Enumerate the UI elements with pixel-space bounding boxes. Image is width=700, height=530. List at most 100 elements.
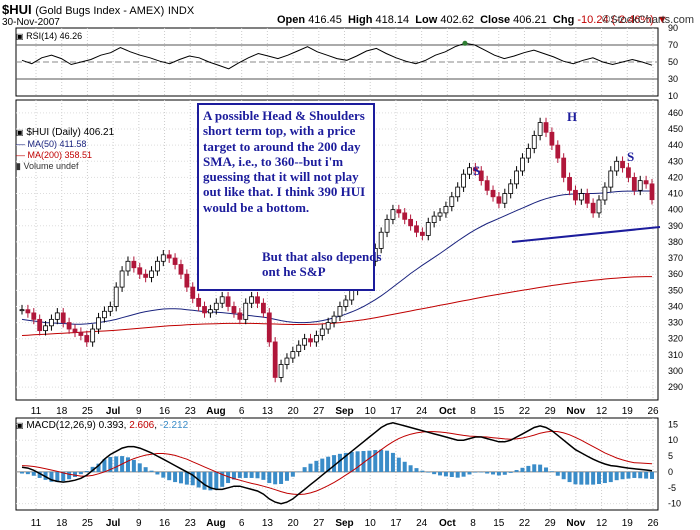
x-tick-label: 26 xyxy=(647,518,659,529)
ma50-legend: — MA(50) 411.58 xyxy=(16,139,87,149)
macd-histogram-bar xyxy=(520,467,525,472)
x-tick-label: 16 xyxy=(159,518,171,529)
macd-histogram-bar xyxy=(220,471,225,487)
candle-up xyxy=(425,222,431,236)
candle-down xyxy=(643,180,649,185)
candle-up xyxy=(537,122,543,136)
x-tick-label: 23 xyxy=(185,518,197,529)
candle-up xyxy=(449,196,455,207)
candle-up xyxy=(614,160,620,172)
macd-histogram-bar xyxy=(597,471,602,484)
macd-histogram-bar xyxy=(402,461,407,472)
macd-histogram-bar xyxy=(473,471,478,473)
rsi-tick-label: 90 xyxy=(668,23,678,33)
macd-histogram-bar xyxy=(538,464,543,472)
candle-up xyxy=(278,364,284,378)
x-tick-label: Aug xyxy=(206,518,225,529)
macd-histogram-bar xyxy=(125,457,130,472)
macd-histogram-bar xyxy=(214,471,219,490)
macd-histogram-bar xyxy=(173,471,178,483)
macd-histogram-bar xyxy=(367,450,372,472)
candle-down xyxy=(555,144,561,159)
candle-down xyxy=(396,209,402,214)
x-tick-label: 22 xyxy=(519,406,531,417)
macd-histogram-bar xyxy=(555,471,560,476)
candle-up xyxy=(596,199,602,214)
macd-histogram-bar xyxy=(131,459,136,472)
candle-down xyxy=(649,183,655,201)
candle-down xyxy=(549,131,555,146)
candle-up xyxy=(443,206,449,214)
macd-histogram-bar xyxy=(249,471,254,478)
macd-histogram-bar xyxy=(544,467,549,472)
macd-histogram-bar xyxy=(491,471,496,475)
rsi-tick-label: 50 xyxy=(668,57,678,67)
price-tick-label: 300 xyxy=(668,366,683,376)
price-tick-label: 310 xyxy=(668,350,683,360)
candle-down xyxy=(472,167,478,172)
candle-up xyxy=(514,170,519,185)
candle-up xyxy=(219,296,225,304)
rsi-line xyxy=(21,42,653,70)
x-tick-label: 25 xyxy=(82,406,94,417)
candle-down xyxy=(567,177,572,191)
candle-down xyxy=(272,341,278,378)
macd-histogram-bar xyxy=(579,471,584,485)
candle-down xyxy=(237,312,243,320)
volume-legend: ▮ Volume undef xyxy=(16,161,79,171)
candle-up xyxy=(578,193,584,201)
macd-histogram-bar xyxy=(591,471,596,485)
x-tick-label: Jul xyxy=(106,406,121,417)
candle-down xyxy=(31,312,37,320)
price-tick-label: 450 xyxy=(668,124,683,134)
price-tick-label: 400 xyxy=(668,205,683,215)
candle-up xyxy=(102,310,107,319)
x-tick-label: Oct xyxy=(439,518,456,529)
macd-histogram-bar xyxy=(644,471,649,479)
macd-histogram-bar xyxy=(161,471,166,478)
macd-histogram-bar xyxy=(420,470,425,472)
candle-up xyxy=(390,209,396,220)
x-tick-label: 9 xyxy=(136,406,142,417)
candle-down xyxy=(484,180,490,191)
candle-down xyxy=(225,296,231,307)
candle-up xyxy=(437,212,443,217)
macd-histogram-bar xyxy=(343,452,348,472)
macd-histogram-bar xyxy=(438,471,443,476)
candle-down xyxy=(266,312,272,343)
x-tick-label: 13 xyxy=(262,518,274,529)
macd-tick-label: 15 xyxy=(668,419,678,429)
macd-histogram-bar xyxy=(549,471,554,472)
candle-down xyxy=(478,170,484,182)
candle-up xyxy=(602,186,608,201)
macd-tick-label: -5 xyxy=(668,483,676,493)
candle-up xyxy=(467,167,472,175)
candle-up xyxy=(213,302,219,311)
stockcharts-logo: ©StockCharts.com xyxy=(602,14,694,26)
x-tick-label: 23 xyxy=(185,406,197,417)
candle-up xyxy=(331,315,337,323)
price-tick-label: 390 xyxy=(668,221,683,231)
macd-signal-line xyxy=(21,430,653,496)
candle-up xyxy=(520,157,525,172)
macd-histogram-bar xyxy=(31,471,36,476)
hs-label: H xyxy=(567,109,577,124)
candle-up xyxy=(502,193,508,204)
macd-histogram-bar xyxy=(408,465,413,472)
candle-up xyxy=(608,170,614,188)
candle-down xyxy=(196,297,202,307)
candle-down xyxy=(414,225,419,233)
candle-down xyxy=(78,331,84,336)
candle-down xyxy=(496,196,502,204)
macd-histogram-bar xyxy=(526,465,531,472)
candle-up xyxy=(296,344,302,353)
x-tick-label: 19 xyxy=(622,518,634,529)
macd-histogram-bar xyxy=(390,452,395,472)
candle-down xyxy=(584,193,590,204)
candle-up xyxy=(96,317,101,330)
x-tick-label: 19 xyxy=(622,406,634,417)
candle-up xyxy=(290,351,296,359)
macd-histogram-bar xyxy=(155,471,160,475)
macd-histogram-bar xyxy=(267,471,272,484)
macd-histogram-bar xyxy=(49,471,54,482)
